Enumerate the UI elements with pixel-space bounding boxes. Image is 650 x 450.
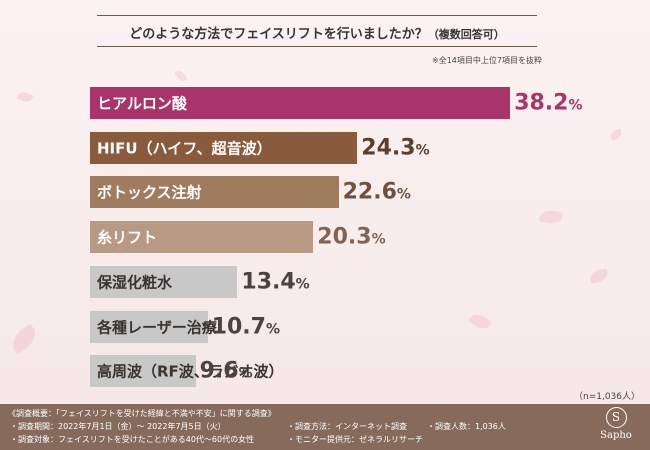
bar-value-number: 20.3 [317,224,372,250]
chart-title: どのような方法でフェイスリフトを行いましたか？（複数回答可） [97,23,537,42]
bar: 保湿化粧水 13.4% [90,265,310,298]
chart-title-box: どのような方法でフェイスリフトを行いましたか？（複数回答可） [97,15,537,47]
bar-value-number: 10.7 [211,314,266,339]
bar-value-label: 38.2% [514,91,582,116]
bar-value-number: 24.3 [361,135,416,161]
bar: ボトックス注射 22.6% [90,176,411,209]
bar-value-unit: % [568,97,583,114]
bar-label: ボトックス注射 [97,183,202,202]
chart-title-suffix: （複数回答可） [427,28,505,41]
survey-period: ・調査期間：2022年7月1日（金）～ 2022年7月5日（火） [10,422,226,431]
bar-value-unit: % [265,321,280,337]
bar-value-label: 9.6% [200,359,253,384]
bar-value-number: 9.6 [199,358,239,384]
bar-label: 糸リフト [97,228,158,247]
bar-value-label: 13.4% [241,269,309,294]
bar-value-unit: % [371,231,386,248]
logo-mark: S [605,407,627,428]
bar: 高周波（RF波、ラジオ波） 9.6% [90,355,284,388]
bar-label: 各種レーザー治療 [97,318,217,336]
bar-value-label: 20.3% [317,225,385,250]
selection-note: ※全14項目中上位7項目を抜粋 [432,56,542,65]
bar-value-unit: % [238,365,253,382]
survey-method: ・調査方法：インターネット調査 [287,422,407,431]
bar-value-unit: % [396,186,411,203]
bar-label: ヒアルロン酸 [97,94,187,113]
bar-value-label: 22.6% [343,180,411,205]
sapho-logo: S Sapho [596,407,636,441]
bar: ヒアルロン酸 38.2% [90,87,583,119]
bar-value-number: 22.6 [342,179,397,205]
bar: 各種レーザー治療 10.7% [90,310,280,343]
survey-target: ・調査対象：フェイスリフトを受けたことがある40代～60代の女性 [10,435,255,444]
bar-value-unit: % [295,276,310,293]
bar-value-label: 10.7% [212,314,280,339]
bar-value-number: 13.4 [241,269,296,295]
bar-value-unit: % [415,142,430,159]
bar: HIFU（ハイフ、超音波） 24.3% [90,131,430,164]
survey-provider: ・モニター提供元：ゼネラルリサーチ [287,435,423,444]
bar-label: HIFU（ハイフ、超音波） [97,139,272,158]
survey-footer: 《調査概要：「フェイスリフトを受けた経緯と不満や不安」に関する調査》 ・調査期間… [0,404,650,450]
survey-count: ・調査人数：1,036人 [427,422,506,431]
bar-label: 高周波（RF波、ラジオ波） [97,362,284,381]
bar-label: 保湿化粧水 [97,273,173,292]
chart-title-main: どのような方法でフェイスリフトを行いましたか？ [129,27,428,42]
bar: 糸リフト 20.3% [90,221,386,254]
bar-value-number: 38.2 [514,90,569,116]
logo-text: Sapho [600,430,632,441]
bar-value-label: 24.3% [361,135,429,160]
sample-size: （n=1,036人） [573,392,640,402]
survey-title: 《調査概要：「フェイスリフトを受けた経緯と不満や不安」に関する調査》 [8,409,276,418]
